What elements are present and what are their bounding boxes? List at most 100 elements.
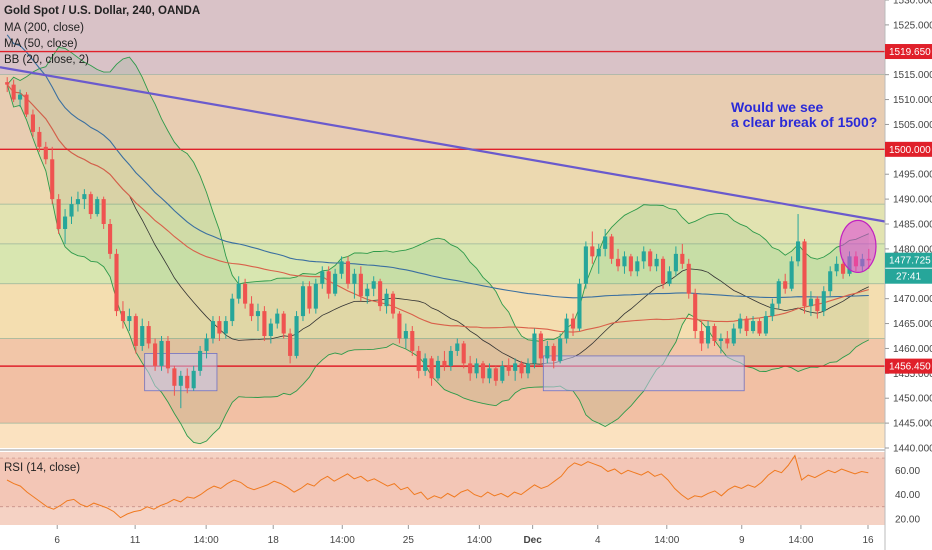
candle-body bbox=[5, 82, 10, 85]
candle-body bbox=[198, 350, 203, 371]
candle-down bbox=[307, 281, 312, 314]
candle-up bbox=[731, 323, 736, 346]
candle-down bbox=[101, 196, 106, 229]
candle-down bbox=[288, 328, 293, 364]
candle-up bbox=[596, 243, 601, 274]
candle-up bbox=[834, 256, 839, 277]
price-tick-label: 1515.000 bbox=[893, 70, 932, 81]
candle-up bbox=[230, 293, 235, 327]
candle-body bbox=[288, 333, 293, 356]
candle-body bbox=[841, 263, 846, 274]
candle-up bbox=[339, 256, 344, 279]
candle-body bbox=[538, 333, 543, 359]
candle-up bbox=[313, 278, 318, 314]
candle-body bbox=[500, 365, 505, 381]
candle-up bbox=[545, 340, 550, 364]
zone-band bbox=[0, 74, 885, 150]
time-tick-label: 4 bbox=[595, 535, 601, 546]
candle-up bbox=[268, 318, 273, 344]
candle-body bbox=[114, 253, 119, 312]
candle-body bbox=[281, 313, 286, 334]
candle-up bbox=[577, 278, 582, 332]
price-tick-label: 1465.000 bbox=[893, 319, 932, 330]
candle-body bbox=[532, 333, 537, 364]
candle-up bbox=[204, 333, 209, 359]
candle-body bbox=[313, 283, 318, 309]
candle-down bbox=[108, 219, 113, 259]
candle-down bbox=[815, 296, 820, 319]
candle-down bbox=[153, 338, 158, 371]
candle-body bbox=[821, 291, 826, 312]
bollinger-fill bbox=[7, 47, 869, 444]
candle-up bbox=[435, 355, 441, 381]
candle-body bbox=[30, 114, 35, 132]
candle-body bbox=[468, 363, 473, 374]
candle-up bbox=[423, 353, 428, 376]
candle-body bbox=[429, 358, 434, 379]
candle-up bbox=[448, 345, 453, 371]
candle-down bbox=[172, 365, 177, 396]
time-tick-label: 16 bbox=[862, 535, 874, 546]
candle-down bbox=[390, 291, 396, 319]
bollinger-upper bbox=[6, 46, 869, 342]
candle-body bbox=[339, 261, 344, 274]
candle-body bbox=[352, 273, 357, 284]
candle-down bbox=[506, 358, 511, 376]
candle-body bbox=[307, 286, 312, 309]
candle-up bbox=[18, 89, 23, 108]
time-tick-label: 11 bbox=[130, 535, 141, 546]
candle-down bbox=[50, 146, 55, 205]
candle-body bbox=[236, 283, 241, 299]
rsi-tick-label: 60.00 bbox=[895, 466, 920, 477]
time-tick-label: 18 bbox=[268, 535, 280, 546]
candle-up bbox=[635, 256, 640, 277]
candle-body bbox=[493, 368, 498, 381]
candle-body bbox=[275, 313, 280, 324]
candle-down bbox=[442, 350, 447, 371]
candle-body bbox=[210, 321, 216, 339]
candle-body bbox=[178, 375, 183, 386]
candle-body bbox=[217, 321, 222, 334]
candle-body bbox=[320, 271, 325, 284]
candle-up bbox=[763, 311, 768, 336]
candle-body bbox=[609, 236, 614, 259]
candle-up bbox=[352, 268, 357, 299]
candle-body bbox=[56, 199, 61, 229]
candle-down bbox=[686, 258, 691, 299]
price-tick-label: 1440.000 bbox=[893, 444, 932, 455]
candle-body bbox=[564, 318, 569, 339]
candle-body bbox=[230, 298, 235, 322]
candle-body bbox=[294, 316, 299, 356]
time-tick-label: 25 bbox=[403, 535, 415, 546]
candle-body bbox=[140, 326, 145, 346]
candle-down bbox=[480, 360, 486, 384]
candle-up bbox=[654, 253, 659, 272]
candle-down bbox=[648, 248, 653, 272]
candle-up bbox=[558, 333, 563, 364]
candle-body bbox=[455, 343, 460, 351]
candle-down bbox=[628, 253, 633, 277]
candle-body bbox=[243, 283, 248, 304]
candle-up bbox=[564, 313, 569, 344]
candle-down bbox=[461, 340, 466, 369]
candle-body bbox=[776, 281, 781, 304]
candle-up bbox=[236, 276, 241, 304]
candle-down bbox=[783, 273, 788, 294]
candle-body bbox=[268, 323, 273, 336]
price-tick-label: 1510.000 bbox=[893, 95, 932, 106]
candle-body bbox=[172, 368, 177, 386]
candle-down bbox=[24, 92, 29, 117]
symbol-title: Gold Spot / U.S. Dollar, 240, OANDA bbox=[4, 5, 201, 17]
candle-body bbox=[750, 321, 756, 332]
candle-body bbox=[423, 358, 428, 371]
time-tick-label: 9 bbox=[739, 535, 745, 546]
candle-body bbox=[712, 326, 717, 341]
candle-body bbox=[262, 311, 267, 336]
candle-down bbox=[429, 355, 434, 386]
candle-body bbox=[487, 368, 492, 379]
candle-body bbox=[808, 298, 813, 307]
candle-down bbox=[493, 365, 498, 386]
zone-band bbox=[0, 0, 885, 75]
candle-up bbox=[455, 338, 460, 356]
